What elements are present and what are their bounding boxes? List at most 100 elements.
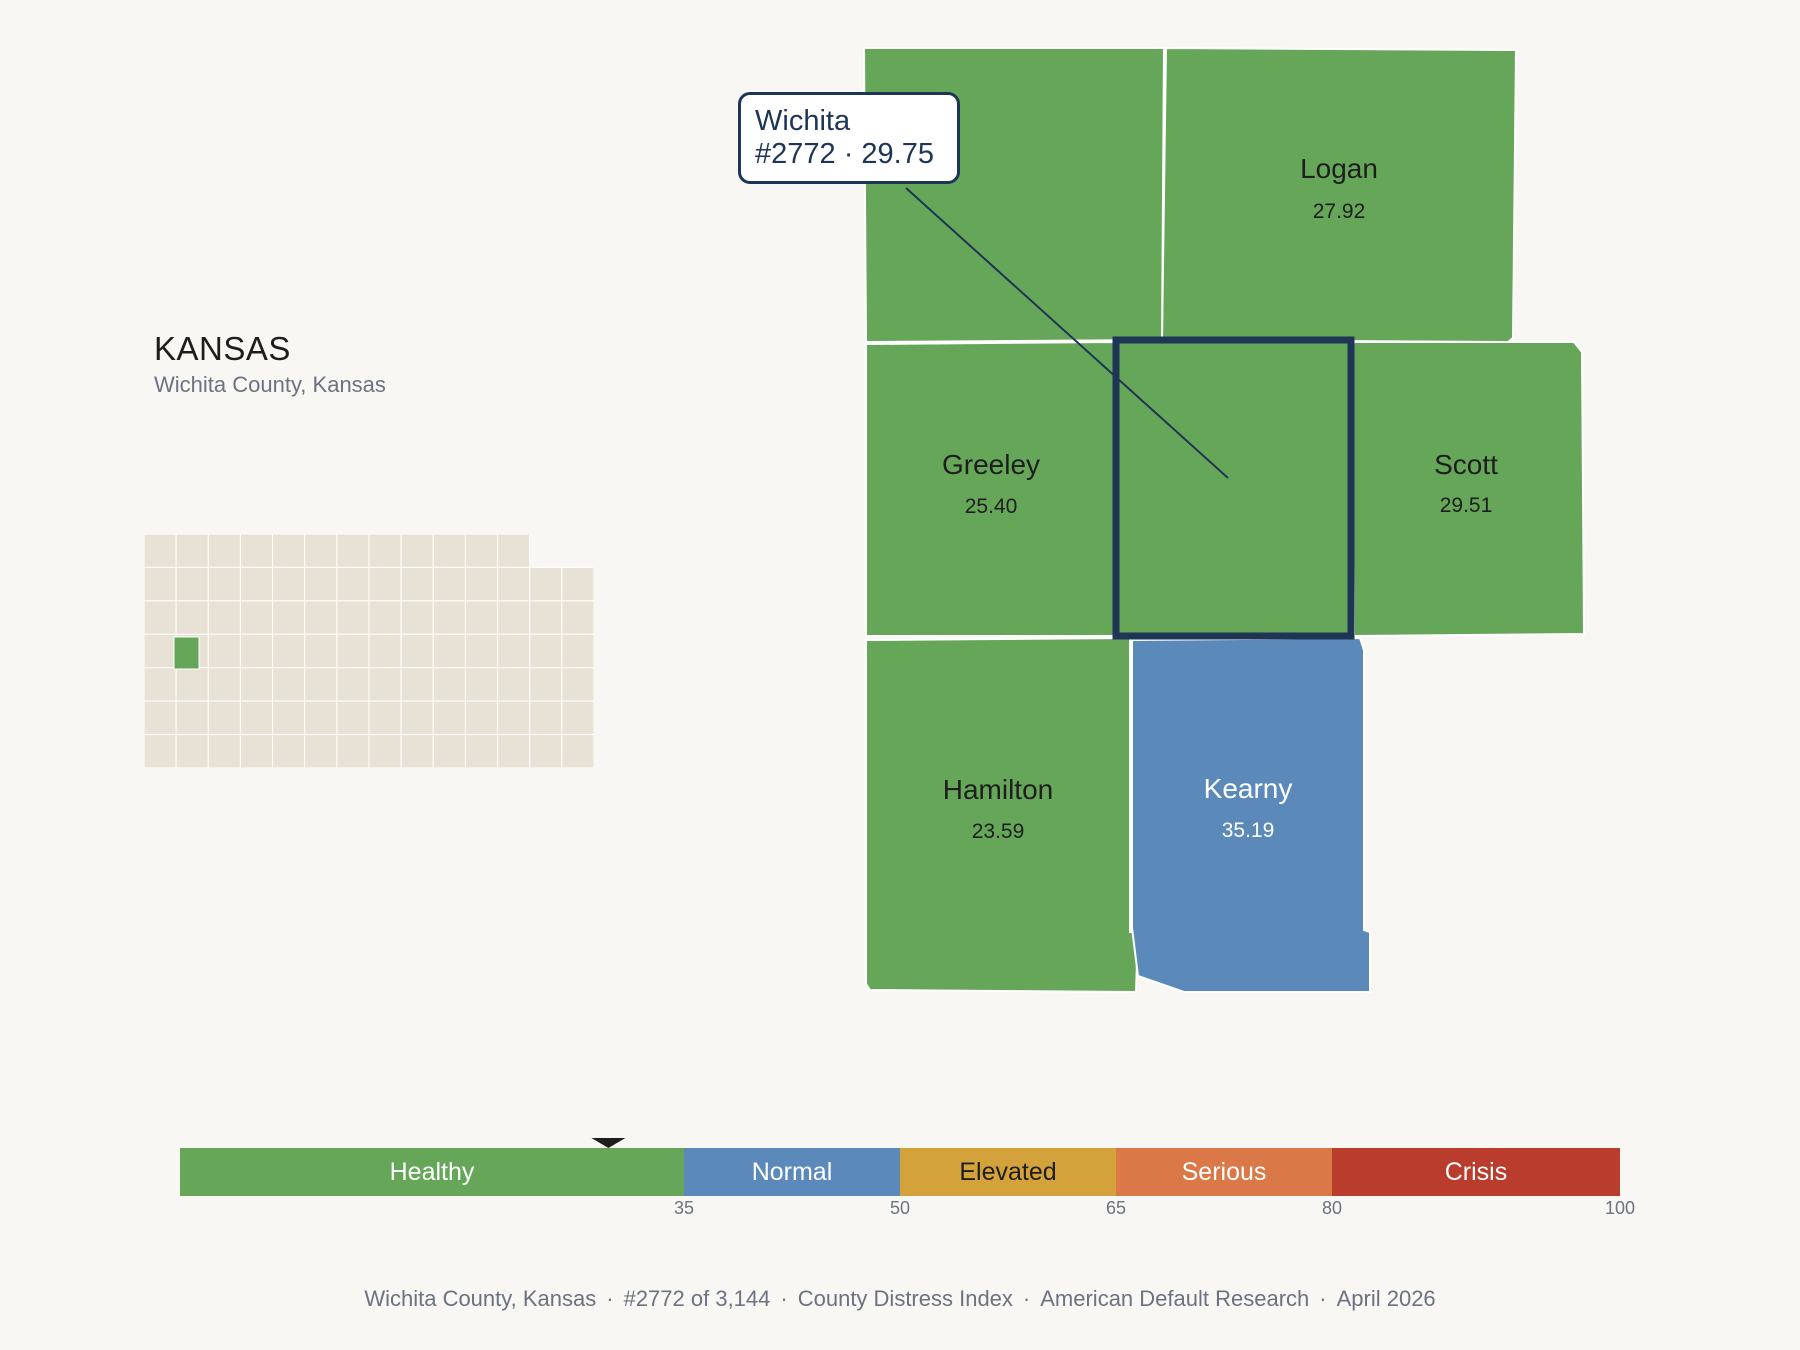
scale-band-normal (684, 1148, 900, 1196)
locator-county (272, 633, 306, 669)
county-label-greeley: Greeley (942, 449, 1040, 480)
scale-band-healthy (180, 1148, 684, 1196)
footer-date: April 2026 (1336, 1286, 1436, 1311)
locator-county (432, 566, 466, 602)
county-value-scott: 29.51 (1440, 494, 1493, 517)
locator-county (464, 633, 499, 669)
scale-band-label: Elevated (959, 1158, 1056, 1186)
locator-county (272, 534, 306, 568)
scale-tick-label: 100 (1604, 1198, 1636, 1218)
scale-band-serious (1116, 1148, 1332, 1196)
county-map: Logan 27.92 Greeley 25.40 Scott 29.51 Ha… (862, 46, 1586, 994)
state-title: KANSAS (154, 330, 291, 367)
scale-bands: Healthy Normal Elevated Serious Crisis (180, 1148, 1620, 1196)
locator-county (497, 667, 531, 702)
scale-band-label: Healthy (390, 1158, 475, 1186)
locator-county (497, 700, 531, 736)
locator-county (336, 633, 370, 669)
county-value-greeley: 25.40 (965, 495, 1018, 518)
locator-county (175, 667, 209, 702)
locator-county-grid (144, 534, 594, 768)
locator-county (400, 600, 434, 635)
footer-credits: Wichita County, Kansas · #2772 of 3,144 · Co… (0, 1286, 1800, 1312)
locator-county (239, 600, 274, 635)
locator-county (432, 734, 466, 768)
county-value-hamilton: 23.59 (972, 820, 1025, 843)
locator-county (368, 734, 402, 768)
locator-county (272, 566, 306, 602)
county-value-kearny: 35.19 (1222, 819, 1275, 842)
scale-tick-label: 80 (1321, 1198, 1343, 1218)
county-value-logan: 27.92 (1313, 200, 1366, 223)
locator-county (239, 566, 274, 602)
footer-separator: · (780, 1286, 788, 1311)
locator-county (207, 600, 241, 635)
locator-county (304, 700, 338, 736)
footer-separator: · (1319, 1286, 1327, 1311)
locator-county (432, 667, 466, 702)
county-kearny[interactable] (1131, 636, 1371, 993)
footer-rank: #2772 of 3,144 (623, 1286, 771, 1311)
footer-separator: · (606, 1286, 614, 1311)
scale-band-elevated (900, 1148, 1116, 1196)
selected-county-outline (1112, 336, 1355, 640)
county-label-logan: Logan (1300, 153, 1378, 184)
locator-county (400, 700, 434, 736)
state-locator-map (144, 534, 594, 768)
county-scott[interactable] (1350, 341, 1586, 638)
locator-county (144, 600, 177, 635)
locator-county (272, 734, 306, 768)
state-subtitle: Wichita County, Kansas (154, 372, 386, 397)
footer-index-name: County Distress Index (797, 1286, 1013, 1311)
locator-county (207, 667, 241, 702)
scale-band-label: Normal (752, 1158, 833, 1186)
locator-county (561, 734, 594, 768)
locator-county (239, 734, 274, 768)
county-greeley[interactable] (865, 340, 1118, 637)
scale-band-label: Serious (1182, 1158, 1267, 1186)
county-logan[interactable] (1160, 46, 1518, 344)
locator-county (529, 734, 563, 768)
locator-county (272, 667, 306, 702)
locator-county (464, 566, 499, 602)
callout-leader-line (905, 187, 1229, 479)
locator-county (304, 633, 338, 669)
callout-county-name: Wichita (755, 105, 851, 137)
county-label-kearny: Kearny (1204, 773, 1293, 804)
footer-location: Wichita County, Kansas (364, 1286, 597, 1311)
footer-source: American Default Research (1040, 1286, 1310, 1311)
locator-county (529, 633, 563, 669)
scale-band-crisis (1332, 1148, 1620, 1196)
locator-county (400, 734, 434, 768)
locator-county (529, 600, 563, 635)
callout-rank-score: #2772 · 29.75 (755, 138, 934, 170)
locator-county (464, 700, 499, 736)
locator-county (561, 667, 594, 702)
scale-band-label: Crisis (1445, 1158, 1508, 1186)
county-label-scott: Scott (1434, 449, 1498, 480)
locator-county (368, 633, 402, 669)
distress-scale: Healthy Normal Elevated Serious Crisis (180, 1138, 1620, 1196)
footer-separator: · (1022, 1286, 1031, 1311)
locator-county (207, 566, 241, 602)
locator-selected-county (173, 636, 200, 670)
county-hamilton[interactable] (865, 636, 1140, 994)
locator-county (272, 600, 306, 635)
locator-county (336, 667, 370, 702)
scale-tick-label: 50 (889, 1198, 911, 1218)
locator-county (400, 633, 434, 669)
locator-county (368, 566, 402, 602)
scale-tick-label: 65 (1105, 1198, 1127, 1218)
scale-tick-label: 35 (673, 1198, 695, 1218)
locator-county (272, 700, 306, 736)
county-label-hamilton: Hamilton (943, 774, 1053, 805)
locator-county (432, 633, 466, 669)
locator-county (561, 633, 594, 669)
selected-county-callout: Wichita #2772 · 29.75 (738, 92, 960, 184)
locator-county (304, 667, 338, 702)
locator-county (561, 600, 594, 635)
county-labels: Logan 27.92 Greeley 25.40 Scott 29.51 Ha… (942, 153, 1498, 843)
county-wichita[interactable] (1115, 336, 1354, 637)
locator-county (529, 700, 563, 736)
